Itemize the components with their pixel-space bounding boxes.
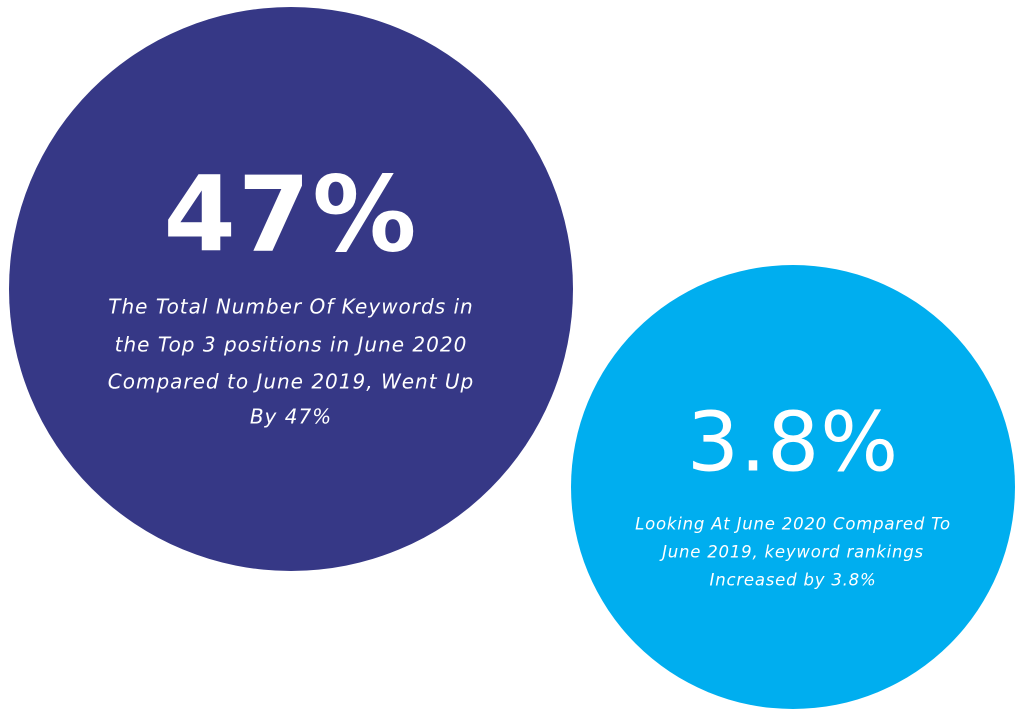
stat-value: 3.8% bbox=[687, 395, 899, 490]
stat-circle bbox=[571, 265, 1015, 709]
stat-description: Looking At June 2020 Compared To bbox=[635, 515, 951, 534]
stat-description: the Top 3 positions in June 2020 bbox=[115, 333, 468, 357]
stat-circle bbox=[9, 7, 573, 571]
stat-description: Increased by 3.8% bbox=[710, 571, 877, 590]
stat-value: 47% bbox=[164, 153, 419, 275]
stat-description: June 2019, keyword rankings bbox=[659, 543, 924, 562]
stat-description: Compared to June 2019, Went Up bbox=[108, 370, 474, 394]
stat-description: By 47% bbox=[250, 405, 332, 429]
stat-description: The Total Number Of Keywords in bbox=[108, 295, 473, 319]
